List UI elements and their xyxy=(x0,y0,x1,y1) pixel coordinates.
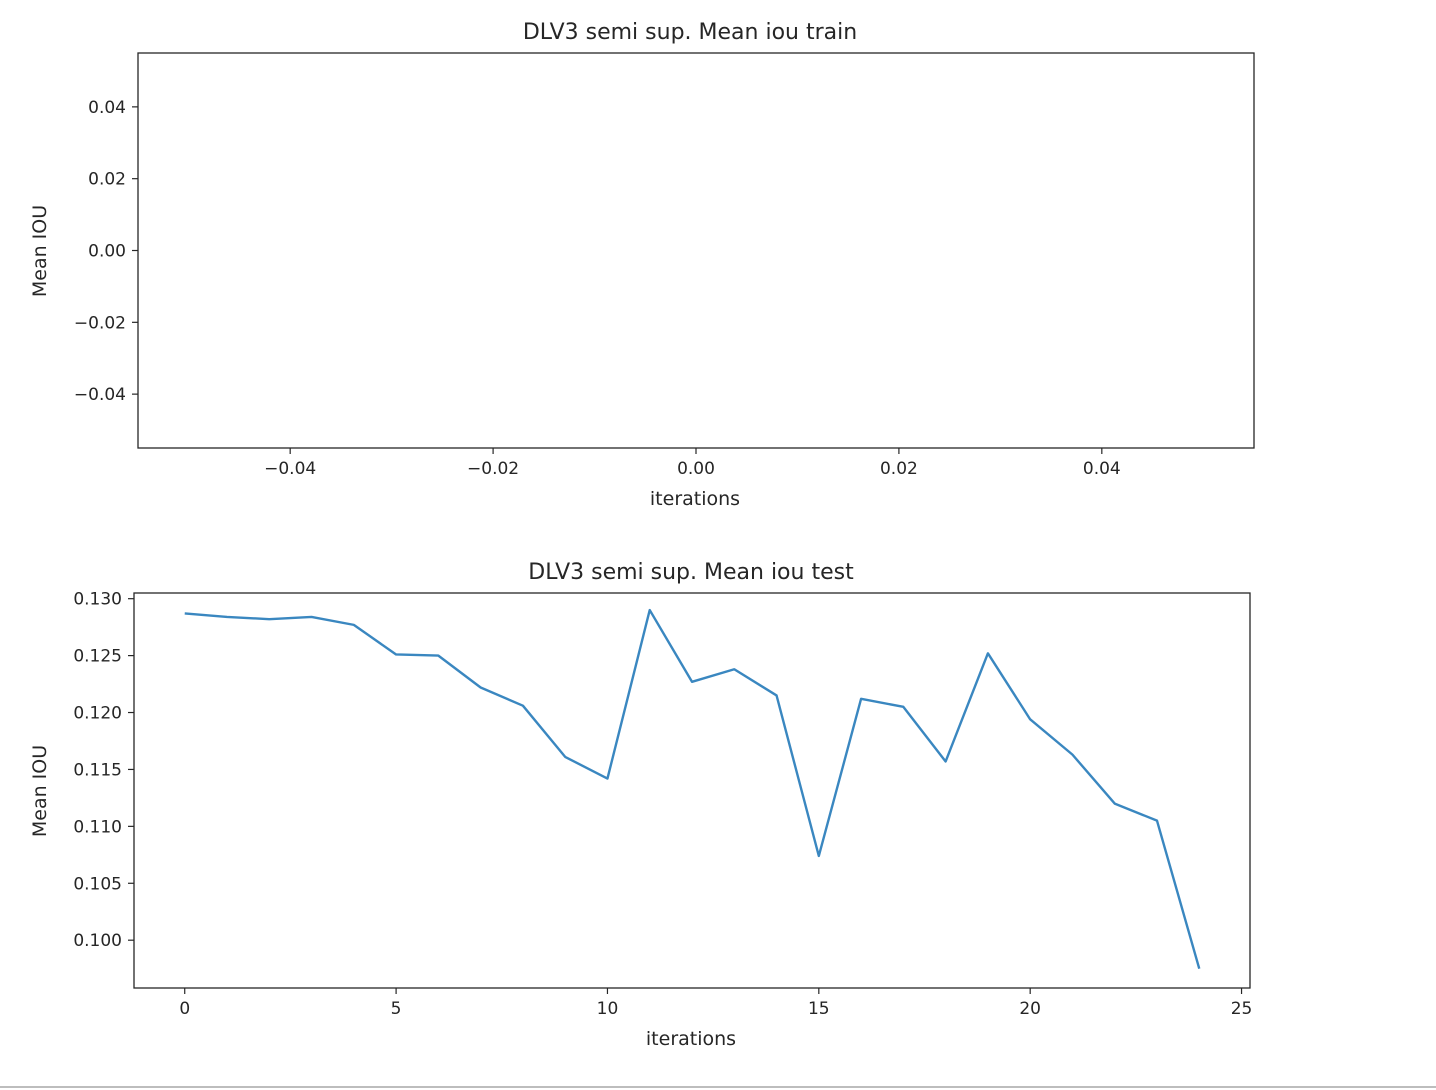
test-x-tick-label: 15 xyxy=(808,999,830,1019)
train-y-tick-label: 0.04 xyxy=(88,98,126,118)
bottom-divider xyxy=(0,1086,1436,1088)
test-chart-title: DLV3 semi sup. Mean iou test xyxy=(528,560,854,585)
train-y-axis-label: Mean IOU xyxy=(29,205,51,297)
test-y-tick-label: 0.130 xyxy=(73,590,122,610)
test-y-tick-label: 0.105 xyxy=(73,874,122,894)
test-y-tick-label: 0.125 xyxy=(73,647,122,667)
test-plot-frame xyxy=(133,592,1251,989)
train-y-tick-label: −0.04 xyxy=(74,385,126,405)
test-x-tick-label: 20 xyxy=(1019,999,1041,1019)
test-x-tick-label: 5 xyxy=(391,999,402,1019)
train-x-tick-label: −0.02 xyxy=(467,459,519,479)
test-y-ticks: 0.130 0.125 0.120 0.115 0.110 0.105 0.100 xyxy=(73,590,134,951)
train-y-ticks: 0.04 0.02 0.00 −0.02 −0.04 xyxy=(74,98,138,405)
test-subplot: DLV3 semi sup. Mean iou test 0 5 10 15 20 25 … xyxy=(29,560,1252,1050)
test-y-tick-label: 0.115 xyxy=(73,760,122,780)
train-x-tick-label: 0.00 xyxy=(677,459,715,479)
train-x-tick-label: −0.04 xyxy=(264,459,316,479)
test-x-ticks: 0 5 10 15 20 25 xyxy=(179,988,1252,1019)
train-subplot: DLV3 semi sup. Mean iou train −0.04 −0.02… xyxy=(29,20,1255,510)
test-y-tick-label: 0.120 xyxy=(73,704,122,724)
test-x-tick-label: 25 xyxy=(1231,999,1253,1019)
train-y-tick-label: −0.02 xyxy=(74,313,126,333)
train-chart-title: DLV3 semi sup. Mean iou train xyxy=(523,20,857,45)
train-x-tick-label: 0.02 xyxy=(880,459,918,479)
train-x-tick-label: 0.04 xyxy=(1083,459,1121,479)
test-x-tick-label: 0 xyxy=(179,999,190,1019)
test-y-tick-label: 0.100 xyxy=(73,931,122,951)
test-y-tick-label: 0.110 xyxy=(73,817,122,837)
train-plot-frame xyxy=(137,52,1255,449)
train-x-ticks: −0.04 −0.02 0.00 0.02 0.04 xyxy=(264,448,1121,479)
train-y-tick-label: 0.02 xyxy=(88,170,126,190)
test-x-axis-label: iterations xyxy=(646,1028,736,1050)
train-x-axis-label: iterations xyxy=(650,488,740,510)
test-series-line xyxy=(184,608,1201,969)
test-x-tick-label: 10 xyxy=(597,999,619,1019)
train-y-tick-label: 0.00 xyxy=(88,242,126,262)
test-series-layer xyxy=(184,608,1201,969)
test-y-axis-label: Mean IOU xyxy=(29,745,51,837)
